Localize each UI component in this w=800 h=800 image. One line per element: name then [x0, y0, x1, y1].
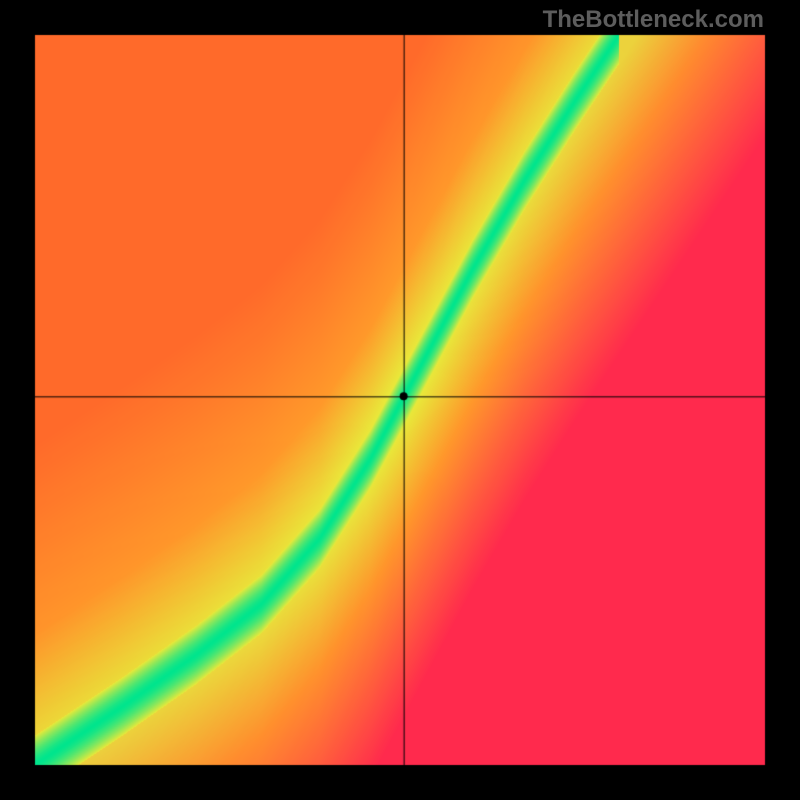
heatmap-canvas	[0, 0, 800, 800]
chart-container: TheBottleneck.com	[0, 0, 800, 800]
watermark-text: TheBottleneck.com	[543, 6, 764, 34]
